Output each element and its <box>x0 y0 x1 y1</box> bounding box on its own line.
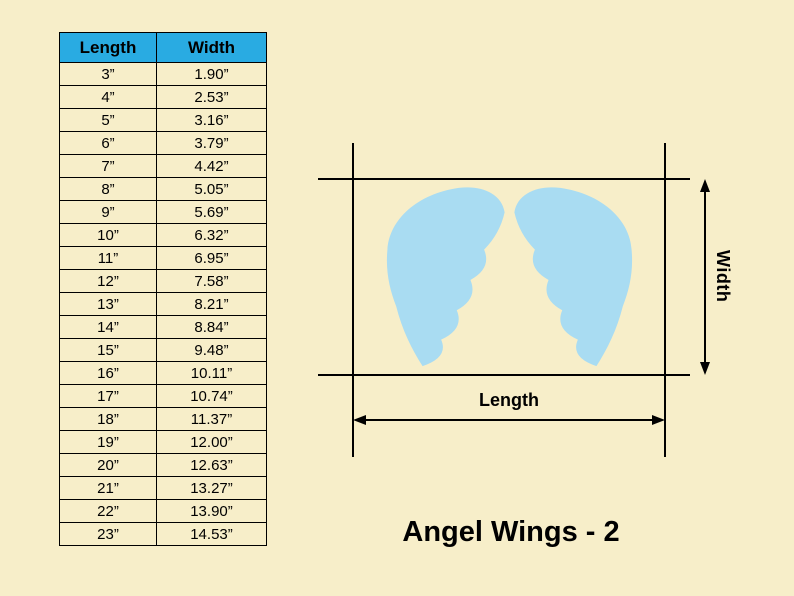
table-row: 17” 10.74” <box>59 384 267 408</box>
table-row: 23” 14.53” <box>59 522 267 546</box>
width-cell: 10.11” <box>156 361 267 385</box>
table-row: 5” 3.16” <box>59 108 267 132</box>
length-column-header: Length <box>59 32 157 63</box>
width-cell: 5.69” <box>156 200 267 224</box>
width-cell: 14.53” <box>156 522 267 546</box>
table-row: 9” 5.69” <box>59 200 267 224</box>
length-cell: 19” <box>59 430 157 454</box>
width-dimension-label: Width <box>713 250 733 303</box>
table-row: 21” 13.27” <box>59 476 267 500</box>
width-cell: 8.21” <box>156 292 267 316</box>
table-row: 8” 5.05” <box>59 177 267 201</box>
length-cell: 5” <box>59 108 157 132</box>
length-cell: 13” <box>59 292 157 316</box>
width-cell: 5.05” <box>156 177 267 201</box>
width-dimension-arrow <box>700 179 710 375</box>
length-cell: 4” <box>59 85 157 109</box>
width-arrow-head-bottom <box>700 362 710 375</box>
length-arrow-head-right <box>652 415 665 425</box>
width-cell: 6.95” <box>156 246 267 270</box>
width-cell: 12.00” <box>156 430 267 454</box>
width-cell: 1.90” <box>156 62 267 86</box>
width-cell: 3.79” <box>156 131 267 155</box>
length-cell: 10” <box>59 223 157 247</box>
width-column-header: Width <box>156 32 267 63</box>
size-table-body: 3” 1.90” 4” 2.53” 5” 3.16” 6” 3.79” 7” 4… <box>59 62 267 546</box>
table-row: 18” 11.37” <box>59 407 267 431</box>
length-cell: 3” <box>59 62 157 86</box>
table-row: 3” 1.90” <box>59 62 267 86</box>
angel-wings-graphic <box>386 187 633 367</box>
width-cell: 3.16” <box>156 108 267 132</box>
width-cell: 10.74” <box>156 384 267 408</box>
length-dimension-label: Length <box>479 390 539 410</box>
width-cell: 12.63” <box>156 453 267 477</box>
length-dimension-arrow <box>353 415 665 425</box>
table-row: 10” 6.32” <box>59 223 267 247</box>
length-cell: 9” <box>59 200 157 224</box>
table-row: 12” 7.58” <box>59 269 267 293</box>
width-cell: 7.58” <box>156 269 267 293</box>
width-cell: 11.37” <box>156 407 267 431</box>
table-row: 13” 8.21” <box>59 292 267 316</box>
width-arrow-head-top <box>700 179 710 192</box>
width-cell: 9.48” <box>156 338 267 362</box>
length-cell: 15” <box>59 338 157 362</box>
length-cell: 8” <box>59 177 157 201</box>
right-extension-line <box>664 143 666 457</box>
width-cell: 13.90” <box>156 499 267 523</box>
length-cell: 6” <box>59 131 157 155</box>
table-row: 22” 13.90” <box>59 499 267 523</box>
length-cell: 11” <box>59 246 157 270</box>
right-wing <box>514 187 633 367</box>
width-cell: 8.84” <box>156 315 267 339</box>
width-cell: 6.32” <box>156 223 267 247</box>
left-extension-line <box>352 143 354 457</box>
table-row: 4” 2.53” <box>59 85 267 109</box>
length-cell: 21” <box>59 476 157 500</box>
width-cell: 2.53” <box>156 85 267 109</box>
length-cell: 20” <box>59 453 157 477</box>
length-cell: 17” <box>59 384 157 408</box>
table-row: 7” 4.42” <box>59 154 267 178</box>
left-wing <box>386 187 505 367</box>
top-extension-line <box>318 178 690 180</box>
length-cell: 7” <box>59 154 157 178</box>
table-row: 16” 10.11” <box>59 361 267 385</box>
length-cell: 16” <box>59 361 157 385</box>
width-cell: 4.42” <box>156 154 267 178</box>
length-cell: 18” <box>59 407 157 431</box>
bottom-extension-line <box>318 374 690 376</box>
table-row: 11” 6.95” <box>59 246 267 270</box>
product-title: Angel Wings - 2 <box>402 516 620 548</box>
width-cell: 13.27” <box>156 476 267 500</box>
table-row: 15” 9.48” <box>59 338 267 362</box>
length-arrow-head-left <box>353 415 366 425</box>
length-cell: 12” <box>59 269 157 293</box>
table-row: 19” 12.00” <box>59 430 267 454</box>
table-row: 14” 8.84” <box>59 315 267 339</box>
table-row: 20” 12.63” <box>59 453 267 477</box>
length-cell: 14” <box>59 315 157 339</box>
table-row: 6” 3.79” <box>59 131 267 155</box>
size-table: Length Width 3” 1.90” 4” 2.53” 5” 3.16” … <box>59 32 267 546</box>
table-header-row: Length Width <box>59 32 267 63</box>
length-cell: 23” <box>59 522 157 546</box>
length-cell: 22” <box>59 499 157 523</box>
